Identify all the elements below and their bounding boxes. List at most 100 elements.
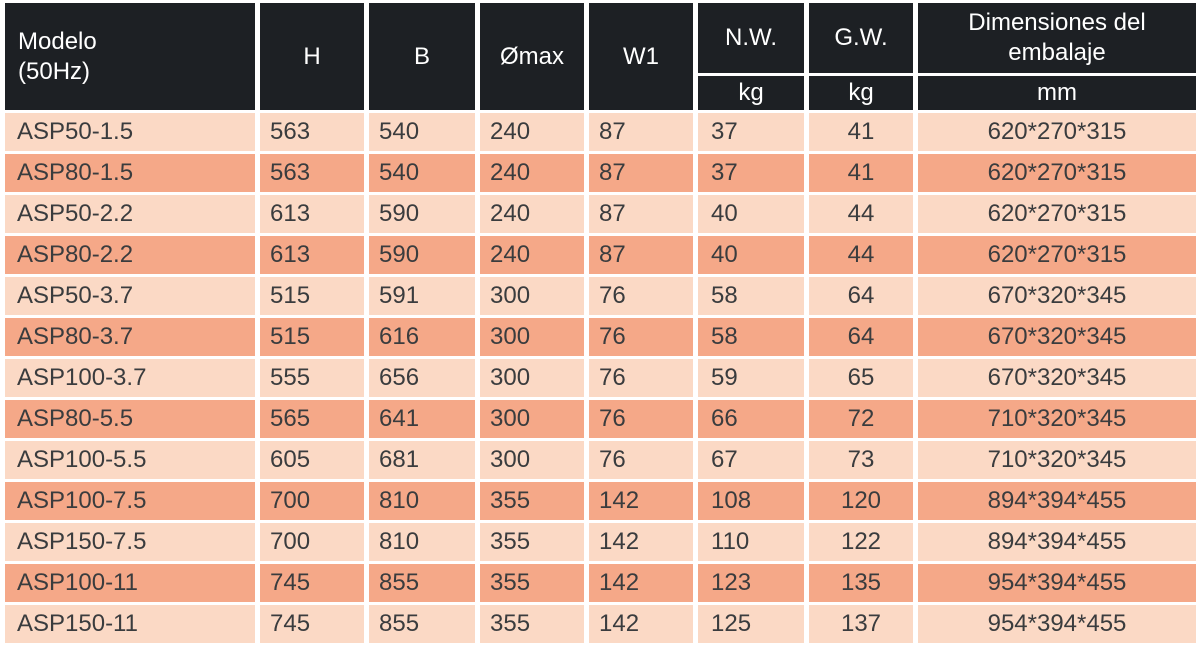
cell-omax: 355 xyxy=(480,523,584,561)
cell-nw: 110 xyxy=(698,523,804,561)
cell-dim: 710*320*345 xyxy=(918,441,1196,479)
cell-w1: 142 xyxy=(589,482,693,520)
cell-w1: 76 xyxy=(589,400,693,438)
cell-b: 591 xyxy=(369,277,475,315)
cell-b: 681 xyxy=(369,441,475,479)
cell-model: ASP50-2.2 xyxy=(5,195,255,233)
cell-omax: 300 xyxy=(480,359,584,397)
cell-h: 745 xyxy=(260,605,364,643)
cell-nw: 40 xyxy=(698,236,804,274)
cell-nw: 125 xyxy=(698,605,804,643)
cell-gw: 41 xyxy=(809,154,913,192)
cell-nw: 37 xyxy=(698,154,804,192)
cell-omax: 355 xyxy=(480,482,584,520)
cell-omax: 355 xyxy=(480,564,584,602)
header-h: H xyxy=(260,3,364,110)
cell-w1: 142 xyxy=(589,564,693,602)
cell-model: ASP80-3.7 xyxy=(5,318,255,356)
cell-model: ASP100-5.5 xyxy=(5,441,255,479)
cell-omax: 300 xyxy=(480,400,584,438)
cell-model: ASP100-11 xyxy=(5,564,255,602)
header-gw: G.W. xyxy=(809,3,913,73)
cell-w1: 76 xyxy=(589,318,693,356)
header-nw: N.W. xyxy=(698,3,804,73)
cell-h: 563 xyxy=(260,154,364,192)
cell-b: 590 xyxy=(369,195,475,233)
cell-gw: 122 xyxy=(809,523,913,561)
table-row: ASP150-7.5 700 810 355 142 110 122 894*394*455 xyxy=(5,523,1196,561)
cell-b: 855 xyxy=(369,564,475,602)
table-row: ASP100-5.5 605 681 300 76 67 73 710*320*345 xyxy=(5,441,1196,479)
cell-omax: 355 xyxy=(480,605,584,643)
cell-b: 540 xyxy=(369,113,475,151)
header-row-main: Modelo (50Hz) H B Ømax W1 N.W. G.W. Dime… xyxy=(5,3,1196,110)
cell-h: 613 xyxy=(260,195,364,233)
cell-w1: 87 xyxy=(589,113,693,151)
header-row-units: kg kg mm xyxy=(5,76,1196,110)
cell-b: 810 xyxy=(369,523,475,561)
cell-gw: 64 xyxy=(809,318,913,356)
cell-dim: 954*394*455 xyxy=(918,605,1196,643)
cell-h: 605 xyxy=(260,441,364,479)
table-header: Modelo (50Hz) H B Ømax W1 N.W. G.W. Dime… xyxy=(5,3,1196,110)
cell-dim: 670*320*345 xyxy=(918,318,1196,356)
cell-gw: 41 xyxy=(809,113,913,151)
cell-w1: 87 xyxy=(589,236,693,274)
table-row: ASP100-3.7 555 656 300 76 59 65 670*320*345 xyxy=(5,359,1196,397)
cell-gw: 73 xyxy=(809,441,913,479)
cell-h: 700 xyxy=(260,523,364,561)
cell-dim: 894*394*455 xyxy=(918,523,1196,561)
cell-omax: 300 xyxy=(480,277,584,315)
cell-b: 810 xyxy=(369,482,475,520)
cell-model: ASP150-7.5 xyxy=(5,523,255,561)
cell-w1: 76 xyxy=(589,277,693,315)
cell-gw: 72 xyxy=(809,400,913,438)
table-row: ASP50-1.5 563 540 240 87 37 41 620*270*315 xyxy=(5,113,1196,151)
cell-model: ASP100-3.7 xyxy=(5,359,255,397)
cell-h: 565 xyxy=(260,400,364,438)
table-row: ASP50-3.7 515 591 300 76 58 64 670*320*345 xyxy=(5,277,1196,315)
cell-h: 700 xyxy=(260,482,364,520)
header-w1: W1 xyxy=(589,3,693,110)
cell-model: ASP80-1.5 xyxy=(5,154,255,192)
cell-dim: 710*320*345 xyxy=(918,400,1196,438)
header-model: Modelo (50Hz) xyxy=(5,3,255,110)
cell-omax: 240 xyxy=(480,195,584,233)
cell-omax: 240 xyxy=(480,236,584,274)
cell-dim: 670*320*345 xyxy=(918,277,1196,315)
cell-h: 515 xyxy=(260,318,364,356)
cell-dim: 620*270*315 xyxy=(918,154,1196,192)
cell-w1: 142 xyxy=(589,523,693,561)
cell-w1: 87 xyxy=(589,195,693,233)
table-body: ASP50-1.5 563 540 240 87 37 41 620*270*315 ASP80… xyxy=(5,113,1196,643)
cell-dim: 620*270*315 xyxy=(918,195,1196,233)
cell-model: ASP50-3.7 xyxy=(5,277,255,315)
cell-model: ASP80-5.5 xyxy=(5,400,255,438)
cell-omax: 240 xyxy=(480,113,584,151)
cell-dim: 620*270*315 xyxy=(918,236,1196,274)
cell-model: ASP50-1.5 xyxy=(5,113,255,151)
header-nw-unit: kg xyxy=(698,76,804,110)
cell-w1: 87 xyxy=(589,154,693,192)
cell-b: 616 xyxy=(369,318,475,356)
cell-b: 590 xyxy=(369,236,475,274)
cell-gw: 64 xyxy=(809,277,913,315)
cell-nw: 66 xyxy=(698,400,804,438)
cell-dim: 954*394*455 xyxy=(918,564,1196,602)
header-dim-unit: mm xyxy=(918,76,1196,110)
cell-dim: 670*320*345 xyxy=(918,359,1196,397)
header-dimensions: Dimensiones del embalaje xyxy=(918,3,1196,73)
cell-h: 613 xyxy=(260,236,364,274)
table-row: ASP80-3.7 515 616 300 76 58 64 670*320*345 xyxy=(5,318,1196,356)
cell-b: 641 xyxy=(369,400,475,438)
cell-h: 515 xyxy=(260,277,364,315)
cell-h: 563 xyxy=(260,113,364,151)
cell-gw: 44 xyxy=(809,195,913,233)
cell-nw: 123 xyxy=(698,564,804,602)
cell-b: 540 xyxy=(369,154,475,192)
cell-w1: 76 xyxy=(589,441,693,479)
cell-h: 745 xyxy=(260,564,364,602)
cell-omax: 300 xyxy=(480,318,584,356)
cell-nw: 37 xyxy=(698,113,804,151)
